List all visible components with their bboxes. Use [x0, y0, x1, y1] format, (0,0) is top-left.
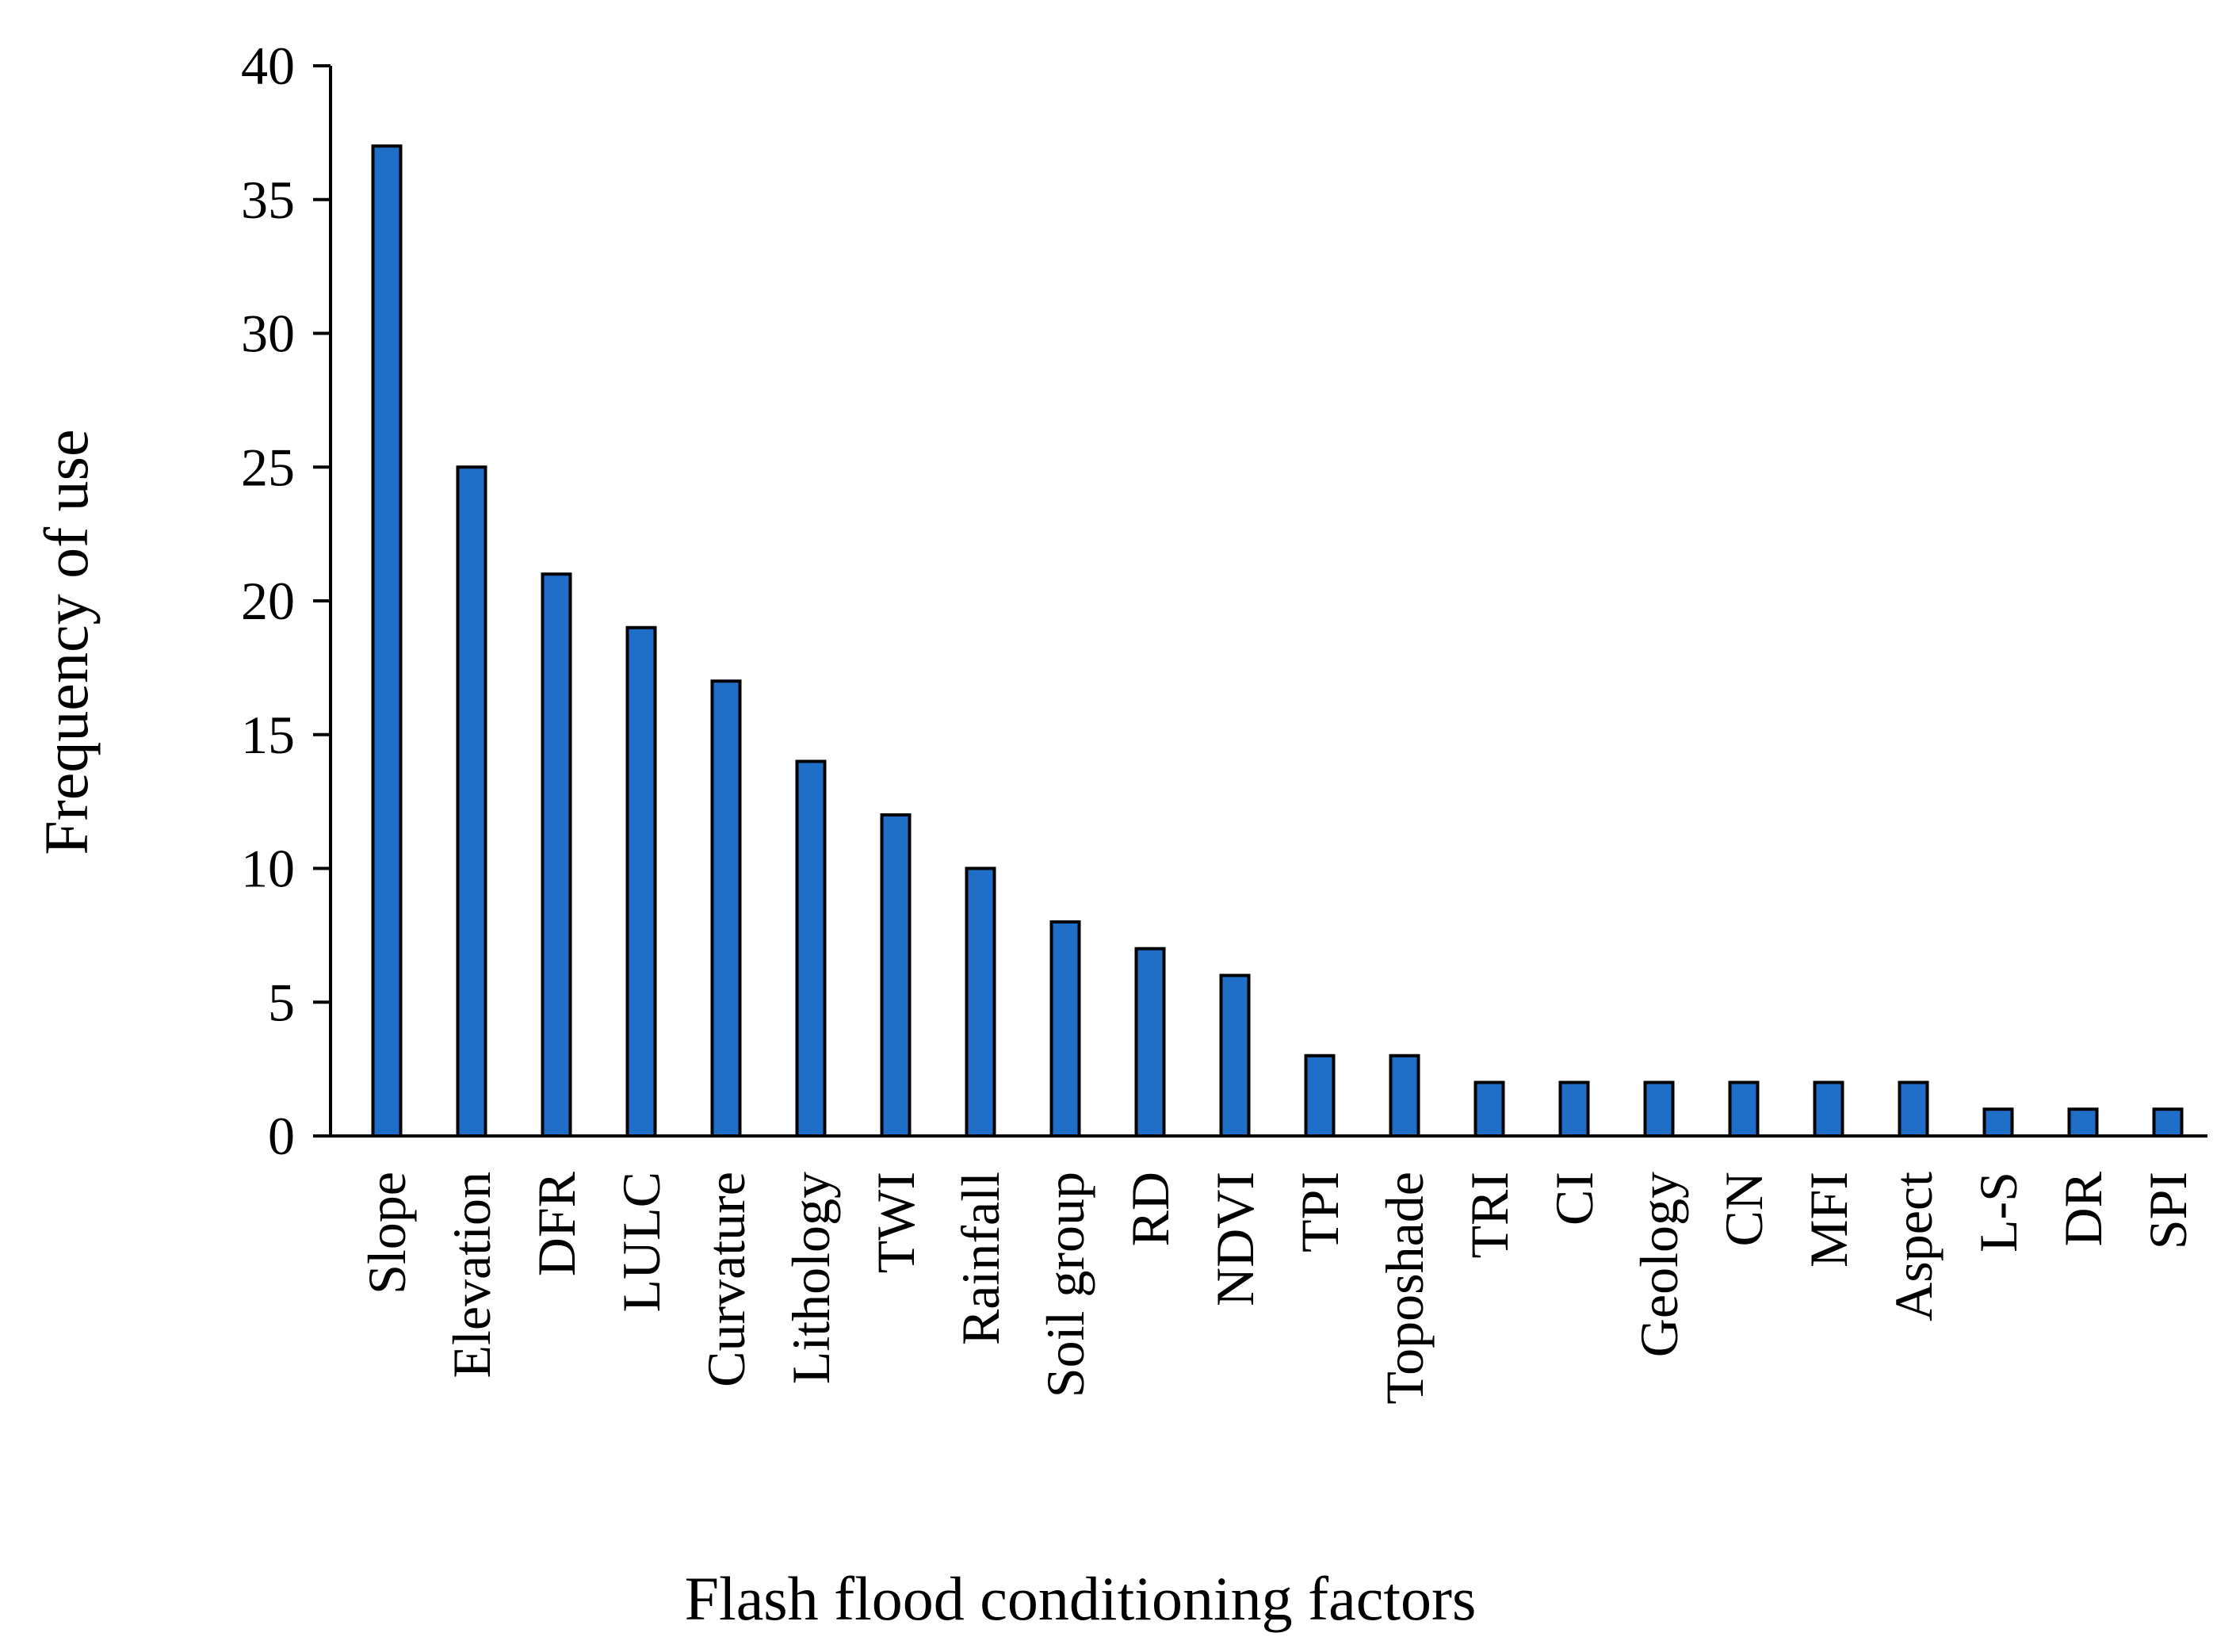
bar — [1728, 1080, 1760, 1138]
bar — [2152, 1107, 2184, 1138]
x-category-label: CN — [1714, 1172, 1774, 1246]
x-category-label: Rainfall — [950, 1172, 1011, 1345]
x-category-label: TRI — [1459, 1172, 1519, 1259]
x-category-label: LULC — [611, 1172, 671, 1313]
y-tick-label: 35 — [241, 170, 295, 230]
bar — [1898, 1080, 1929, 1138]
x-category-label: NDVI — [1205, 1172, 1265, 1306]
bar — [456, 465, 487, 1138]
bars-layer — [371, 144, 2184, 1138]
bar — [1134, 946, 1166, 1138]
bar — [541, 572, 572, 1138]
y-axis-title: Frequency of use — [32, 429, 101, 855]
bar — [2067, 1107, 2099, 1138]
bar — [880, 813, 912, 1138]
bar — [1389, 1054, 1420, 1138]
bar — [710, 679, 742, 1138]
bar — [1304, 1054, 1336, 1138]
bar — [1558, 1080, 1590, 1138]
x-category-label: DR — [2053, 1171, 2113, 1246]
y-tick-label: 0 — [268, 1106, 295, 1166]
x-axis-title: Flash flood conditioning factors — [685, 1564, 1477, 1633]
x-category-label: MFI — [1798, 1172, 1859, 1268]
y-tick-label: 30 — [241, 304, 295, 364]
x-category-label: Slope — [357, 1172, 417, 1294]
x-category-label: Lithology — [781, 1172, 841, 1384]
x-category-label: Curvature — [696, 1172, 756, 1387]
bar — [1813, 1080, 1844, 1138]
x-category-label: SPI — [2138, 1172, 2198, 1249]
bar — [1473, 1080, 1505, 1138]
x-axis-category-labels: Slope Elevation DFR LULC Curvature Lithology T… — [357, 1171, 2198, 1404]
bar — [1049, 920, 1081, 1138]
bar — [795, 759, 827, 1138]
x-category-label: Elevation — [441, 1172, 502, 1379]
y-tick-label: 15 — [241, 705, 295, 765]
y-tick-label: 20 — [241, 571, 295, 631]
y-tick-label: 25 — [241, 437, 295, 497]
y-tick-label: 5 — [268, 972, 295, 1032]
bar — [625, 625, 657, 1138]
x-category-label: RD — [1120, 1172, 1180, 1246]
bar — [1982, 1107, 2014, 1138]
x-category-label: DFR — [526, 1171, 587, 1276]
x-category-label: Geology — [1629, 1172, 1689, 1357]
x-category-label: L-S — [1968, 1172, 2028, 1252]
bar — [371, 144, 403, 1138]
x-category-label: TPI — [1290, 1172, 1350, 1252]
x-category-label: TWI — [866, 1172, 926, 1273]
y-tick-label: 10 — [241, 839, 295, 899]
bar — [1643, 1080, 1675, 1138]
y-tick-label: 40 — [241, 36, 295, 96]
x-category-label: CI — [1544, 1172, 1604, 1226]
x-category-label: Aspect — [1883, 1172, 1944, 1321]
bar — [965, 866, 996, 1138]
y-axis-ticks: 0 5 10 15 20 25 30 35 40 — [241, 36, 331, 1166]
x-category-label: Soil group — [1035, 1172, 1095, 1398]
bar — [1219, 973, 1251, 1138]
x-category-label: Toposhade — [1374, 1172, 1435, 1405]
